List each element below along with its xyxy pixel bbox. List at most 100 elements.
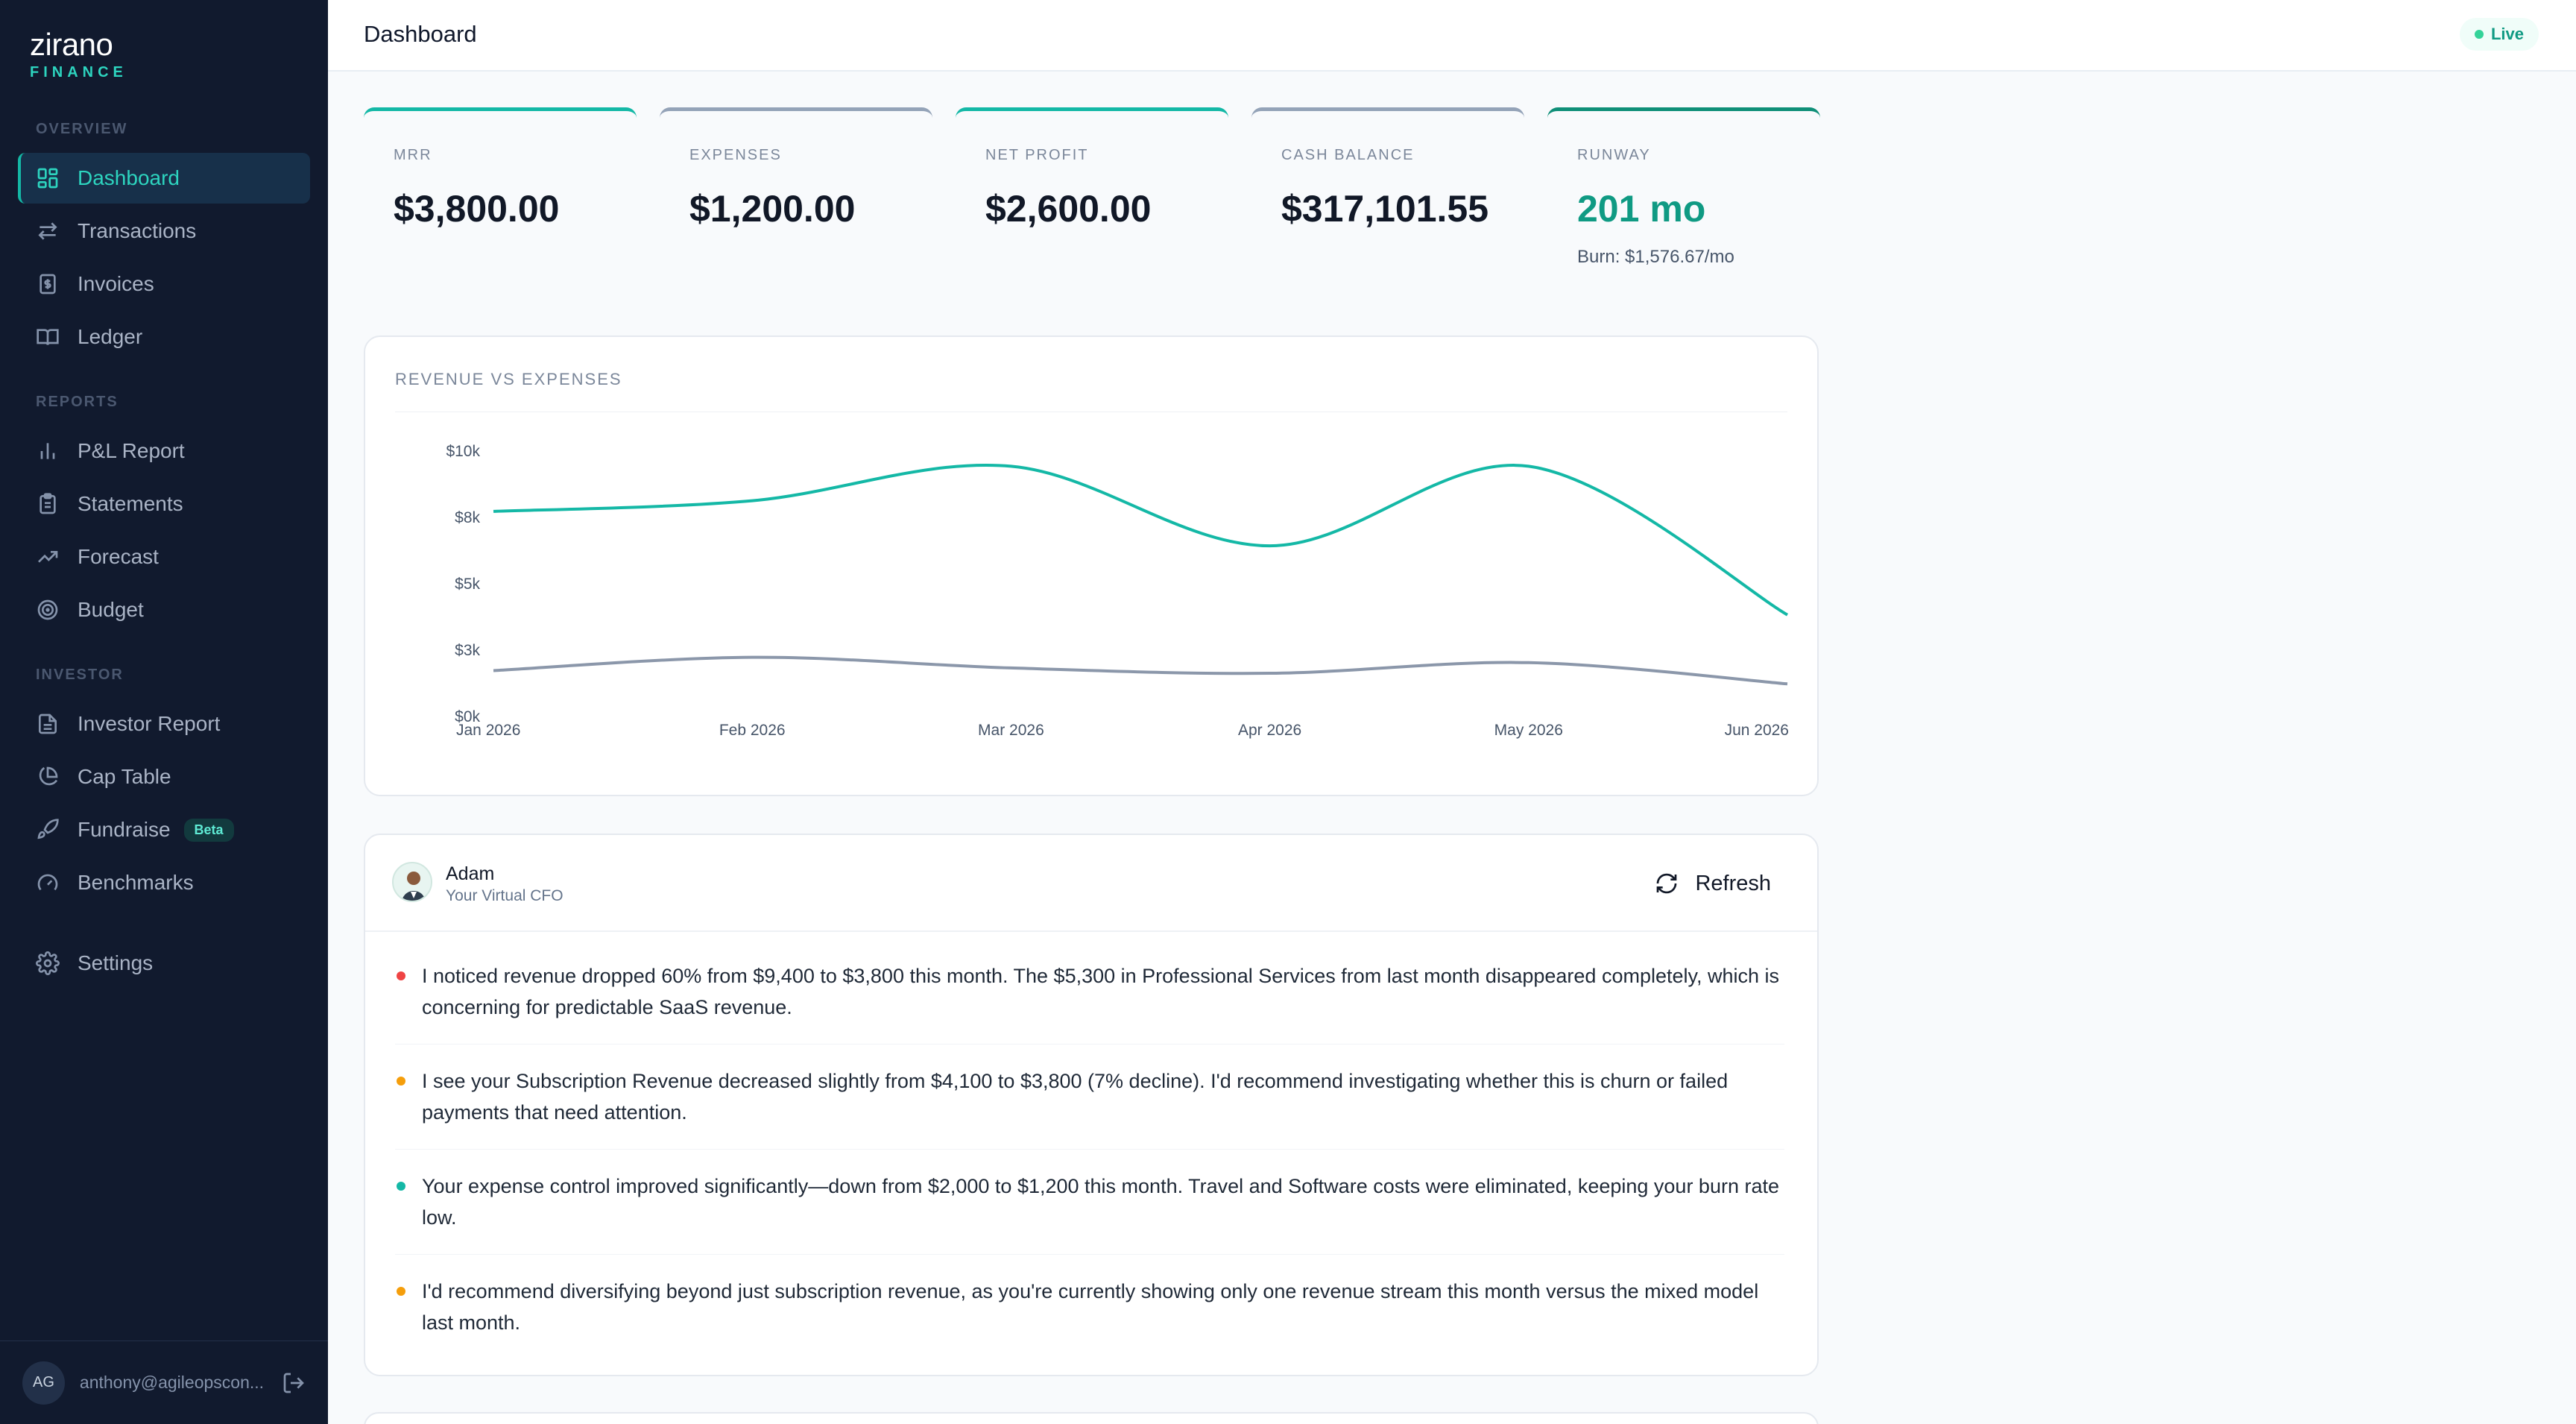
rocket-icon <box>36 818 60 842</box>
sidebar-item-label: Budget <box>78 598 144 621</box>
sidebar-item-benchmarks[interactable]: Benchmarks <box>18 857 310 908</box>
arrows-exchange-icon <box>36 219 60 243</box>
bar-chart-icon <box>36 439 60 463</box>
brand-logo[interactable]: zirano FINANCE <box>30 27 127 81</box>
y-tick-label: $8k <box>455 509 480 526</box>
x-tick-label: Apr 2026 <box>1238 722 1301 739</box>
user-email: anthony@agileopscon... <box>79 1373 265 1392</box>
avatar[interactable]: AG <box>22 1361 65 1405</box>
cfo-avatar <box>392 862 432 902</box>
nav-group-reports: REPORTS <box>36 394 119 410</box>
kpi-value: 201 mo <box>1577 188 1706 230</box>
clipboard-icon <box>36 492 60 516</box>
severity-dot-icon <box>397 1287 405 1296</box>
kpi-burn-rate: Burn: $1,576.67/mo <box>1577 247 1734 267</box>
insight-text: I noticed revenue dropped 60% from $9,40… <box>422 965 1780 1018</box>
insight-item: I noticed revenue dropped 60% from $9,40… <box>395 960 1784 1045</box>
gear-icon <box>36 951 60 975</box>
kpi-label: MRR <box>394 147 432 163</box>
sidebar-item-label: Ledger <box>78 325 143 348</box>
sidebar-item-invoices[interactable]: Invoices <box>18 259 310 309</box>
kpi-label: NET PROFIT <box>985 147 1089 163</box>
sidebar-item-label: Forecast <box>78 545 159 568</box>
file-icon <box>36 712 60 736</box>
status-label: Live <box>2490 25 2524 43</box>
x-tick-label: Jun 2026 <box>1725 722 1789 739</box>
cfo-header: Adam Your Virtual CFO Refresh <box>365 835 1817 932</box>
sidebar-item-budget[interactable]: Budget <box>18 585 310 635</box>
chart-title: REVENUE VS EXPENSES <box>395 370 622 388</box>
insight-text: I'd recommend diversifying beyond just s… <box>422 1280 1759 1334</box>
severity-dot-icon <box>397 1182 405 1191</box>
top-bar: Dashboard Live <box>328 0 2576 72</box>
insight-text: Your expense control improved significan… <box>422 1175 1779 1229</box>
beta-badge: Beta <box>183 818 234 842</box>
dashboard-icon <box>36 166 60 190</box>
revenue-expenses-chart-card: REVENUE VS EXPENSES $0k $3k $5k $8k $10k Jan … <box>364 335 1819 796</box>
live-dot-icon <box>2474 30 2484 39</box>
severity-dot-icon <box>397 1077 405 1086</box>
sidebar-item-fundraise[interactable]: Fundraise Beta <box>18 804 310 855</box>
sidebar-item-ledger[interactable]: Ledger <box>18 312 310 362</box>
kpi-label: CASH BALANCE <box>1281 147 1415 163</box>
kpi-card-mrr: MRR $3,800.00 <box>364 107 637 279</box>
kpi-card-expenses: EXPENSES $1,200.00 <box>660 107 932 279</box>
revenue-series-line <box>493 463 1788 617</box>
insight-text: I see your Subscription Revenue decrease… <box>422 1070 1729 1124</box>
sidebar-item-label: Benchmarks <box>78 871 194 894</box>
kpi-card-runway: RUNWAY 201 mo Burn: $1,576.67/mo <box>1547 107 1820 279</box>
sidebar-item-label: Invoices <box>78 272 154 295</box>
nav-group-overview: OVERVIEW <box>36 121 128 137</box>
sidebar: zirano FINANCE OVERVIEW Dashboard Transa… <box>0 0 328 1424</box>
virtual-cfo-card: Adam Your Virtual CFO Refresh I noticed … <box>364 834 1819 1376</box>
invoice-icon <box>36 272 60 296</box>
y-tick-label: $5k <box>455 576 480 593</box>
kpi-value: $317,101.55 <box>1281 188 1489 230</box>
sidebar-item-transactions[interactable]: Transactions <box>18 206 310 256</box>
x-tick-label: May 2026 <box>1494 722 1563 739</box>
insight-item: I'd recommend diversifying beyond just s… <box>395 1276 1784 1359</box>
kpi-value: $2,600.00 <box>985 188 1152 230</box>
insight-item: I see your Subscription Revenue decrease… <box>395 1065 1784 1150</box>
refresh-icon <box>1657 873 1677 894</box>
sidebar-item-pl-report[interactable]: P&L Report <box>18 426 310 476</box>
line-chart: $0k $3k $5k $8k $10k Jan 2026 Feb 2026 Mar 2026… <box>446 443 1789 739</box>
book-icon <box>36 325 60 349</box>
sidebar-item-label: Dashboard <box>78 166 180 189</box>
cfo-role: Your Virtual CFO <box>446 887 564 904</box>
sidebar-item-label: Cap Table <box>78 765 171 788</box>
sidebar-item-cap-table[interactable]: Cap Table <box>18 752 310 802</box>
cfo-name: Adam <box>446 863 495 884</box>
insight-item: Your expense control improved significan… <box>395 1171 1784 1255</box>
y-tick-label: $0k <box>455 708 480 725</box>
sidebar-item-label: P&L Report <box>78 439 185 462</box>
status-badge: Live <box>2459 18 2539 51</box>
brand-subtitle: FINANCE <box>30 64 127 81</box>
sidebar-item-label: Transactions <box>78 219 197 242</box>
sidebar-item-forecast[interactable]: Forecast <box>18 532 310 582</box>
sidebar-item-label: Investor Report <box>78 712 221 735</box>
kpi-card-cash-balance: CASH BALANCE $317,101.55 <box>1251 107 1524 279</box>
y-tick-label: $10k <box>446 443 480 460</box>
sidebar-item-investor-report[interactable]: Investor Report <box>18 699 310 749</box>
refresh-button[interactable]: Refresh <box>1643 862 1783 905</box>
logout-icon[interactable] <box>282 1371 306 1395</box>
x-tick-label: Jan 2026 <box>456 722 520 739</box>
next-card-edge <box>364 1412 1819 1424</box>
sidebar-item-label: Settings <box>78 951 154 974</box>
trending-up-icon <box>36 545 60 569</box>
kpi-label: RUNWAY <box>1577 147 1651 163</box>
refresh-label: Refresh <box>1695 871 1771 895</box>
kpi-card-net-profit: NET PROFIT $2,600.00 <box>956 107 1228 279</box>
kpi-label: EXPENSES <box>689 147 782 163</box>
kpi-value: $3,800.00 <box>394 188 560 230</box>
x-tick-label: Mar 2026 <box>978 722 1044 739</box>
sidebar-item-statements[interactable]: Statements <box>18 479 310 529</box>
sidebar-item-settings[interactable]: Settings <box>18 938 310 989</box>
x-tick-label: Feb 2026 <box>719 722 786 739</box>
nav-group-investor: INVESTOR <box>36 667 124 683</box>
sidebar-item-dashboard[interactable]: Dashboard <box>18 153 310 204</box>
y-tick-label: $3k <box>455 642 480 659</box>
insight-list: I noticed revenue dropped 60% from $9,40… <box>395 960 1784 1359</box>
